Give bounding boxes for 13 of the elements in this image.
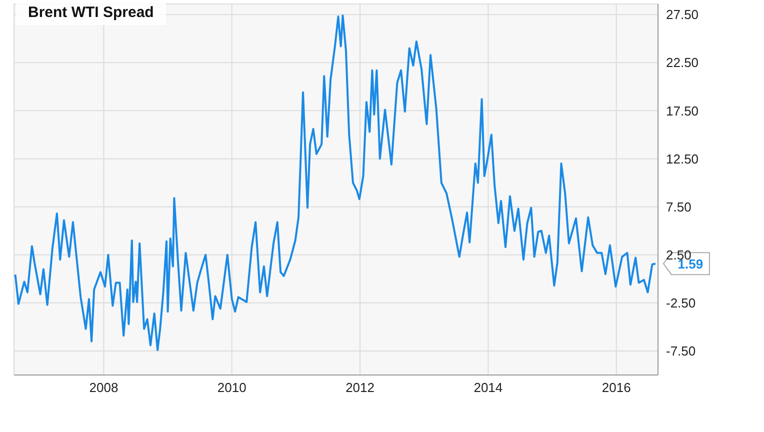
y-tick-label: 27.50 xyxy=(666,7,699,22)
x-tick-label: 2010 xyxy=(217,380,246,396)
chart-title: Brent WTI Spread xyxy=(16,2,166,25)
x-tick-label: 2008 xyxy=(89,380,118,396)
y-tick-label: -2.50 xyxy=(666,296,696,311)
x-tick-label: 2016 xyxy=(602,380,631,396)
y-tick-label: -7.50 xyxy=(666,344,696,359)
y-tick-label: 7.50 xyxy=(666,199,692,214)
y-tick-label: 22.50 xyxy=(666,55,699,70)
y-tick-label: 17.50 xyxy=(666,103,699,118)
x-tick-label: 2012 xyxy=(346,380,374,396)
x-tick-label: 2014 xyxy=(474,380,503,396)
y-tick-label: 12.50 xyxy=(666,151,699,166)
